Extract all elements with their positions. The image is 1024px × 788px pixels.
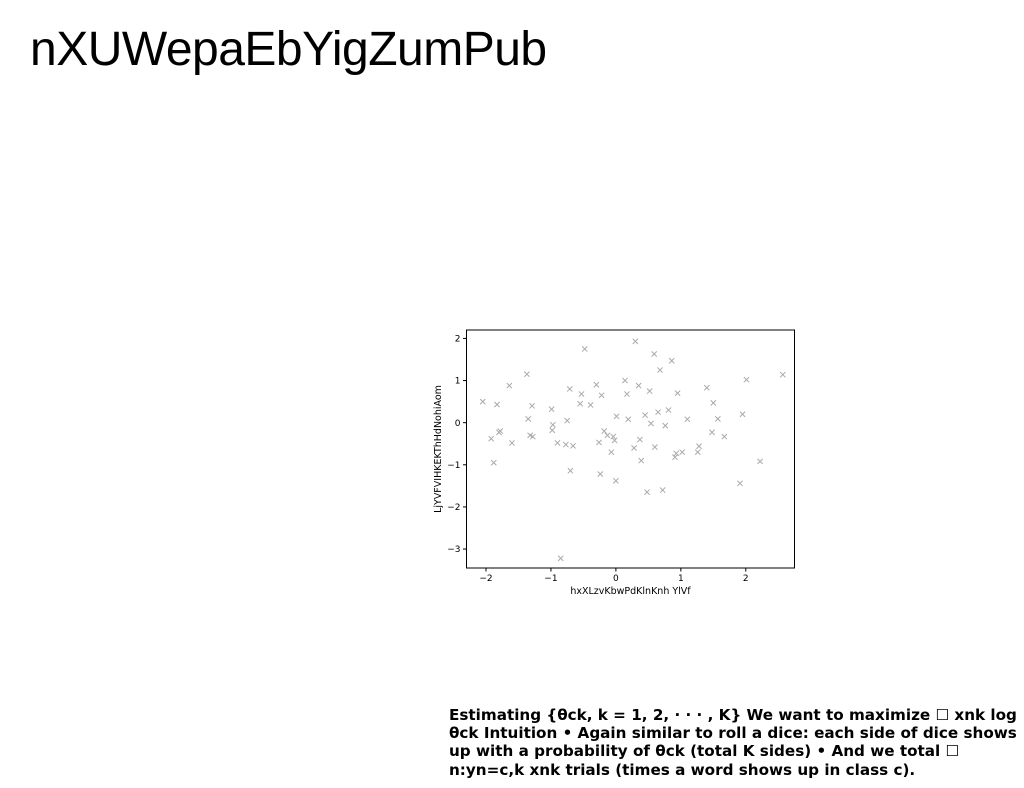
scatter-chart: −2 −1 0 1 2 −3 −2 −1 0 1 2 hxXLzvKbwPdKlnKnh YlVf…: [430, 322, 802, 607]
data-point: [525, 415, 532, 422]
slide-caption: Estimating {θck, k = 1, 2, · · · , K} We…: [449, 706, 1017, 779]
data-point: [564, 417, 571, 424]
data-point: [668, 357, 675, 364]
y-axis-label: LjYVFVIHKEKThHdNohiAom: [433, 385, 444, 513]
data-point: [597, 471, 604, 478]
data-point: [684, 416, 691, 423]
data-point: [642, 412, 649, 419]
data-point: [721, 433, 728, 440]
data-point: [593, 381, 600, 388]
data-point: [566, 386, 573, 392]
data-point: [694, 449, 701, 456]
data-point: [488, 435, 495, 442]
x-tick-label: 0: [613, 574, 619, 584]
data-point: [509, 439, 515, 446]
data-point: [739, 411, 746, 418]
data-point: [631, 444, 638, 451]
data-point: [578, 391, 585, 397]
data-point: [598, 392, 605, 399]
data-point: [632, 338, 639, 345]
chart-canvas: −2 −1 0 1 2 −3 −2 −1 0 1 2 hxXLzvKbwPdKlnKnh YlVf…: [433, 329, 795, 597]
y-tick-label: −3: [447, 545, 460, 555]
x-tick-label: 2: [743, 574, 749, 584]
data-point: [665, 407, 672, 413]
data-point: [674, 390, 681, 397]
data-point: [587, 402, 594, 408]
data-point: [651, 351, 658, 357]
data-point: [611, 437, 618, 444]
data-point: [581, 346, 588, 352]
data-point: [554, 439, 561, 446]
data-point: [529, 402, 536, 409]
data-point: [623, 391, 630, 397]
data-point: [601, 428, 608, 435]
data-point: [613, 413, 620, 420]
data-point: [497, 428, 504, 435]
data-point: [567, 467, 574, 474]
data-point: [655, 409, 662, 416]
data-point: [494, 401, 500, 408]
x-tick-label: −1: [544, 574, 557, 584]
data-point: [659, 487, 666, 494]
x-tick-label: −2: [479, 574, 492, 584]
data-point: [657, 367, 664, 373]
data-point: [696, 443, 702, 450]
data-point: [648, 420, 654, 427]
plot-frame: [466, 329, 795, 569]
x-axis-label: hxXLzvKbwPdKlnKnh YlVf: [570, 586, 691, 597]
data-point: [610, 433, 617, 440]
data-point: [779, 371, 786, 378]
data-point: [672, 454, 678, 461]
data-point: [709, 429, 715, 436]
data-point: [490, 459, 497, 466]
data-point: [557, 555, 564, 562]
data-point: [523, 371, 530, 378]
data-point: [529, 433, 536, 440]
page-title: nXUWepaEbYigZumPub: [30, 23, 547, 76]
data-point: [714, 415, 721, 422]
data-point: [638, 457, 645, 464]
data-point: [604, 432, 611, 439]
data-point: [548, 406, 555, 413]
data-point: [612, 477, 619, 484]
data-point: [549, 421, 556, 428]
data-point: [570, 442, 576, 449]
y-tick-label: −1: [447, 461, 460, 471]
y-tick-label: 1: [455, 377, 461, 387]
y-tick-label: −2: [447, 503, 460, 513]
data-point: [736, 480, 743, 487]
data-point: [703, 384, 710, 391]
data-point: [679, 449, 686, 456]
y-axis: −3 −2 −1 0 1 2: [447, 335, 467, 555]
data-point: [644, 489, 651, 496]
data-point: [549, 427, 556, 434]
y-tick-label: 2: [455, 335, 461, 345]
data-point: [636, 436, 643, 443]
data-point: [608, 449, 615, 456]
data-point: [662, 422, 669, 429]
x-axis: −2 −1 0 1 2: [479, 568, 749, 584]
data-point: [506, 382, 513, 389]
data-point: [562, 441, 569, 448]
data-point: [625, 416, 632, 423]
data-point: [479, 398, 486, 405]
data-point: [673, 450, 680, 457]
data-points: [479, 338, 786, 562]
data-point: [596, 439, 602, 446]
x-tick-label: 1: [678, 574, 684, 584]
data-point: [743, 376, 750, 383]
data-point: [710, 399, 717, 406]
data-point: [577, 400, 584, 407]
data-point: [646, 388, 653, 395]
data-point: [651, 444, 658, 451]
y-tick-label: 0: [455, 419, 461, 429]
data-point: [757, 458, 764, 465]
data-point: [622, 377, 628, 384]
data-point: [635, 382, 642, 389]
